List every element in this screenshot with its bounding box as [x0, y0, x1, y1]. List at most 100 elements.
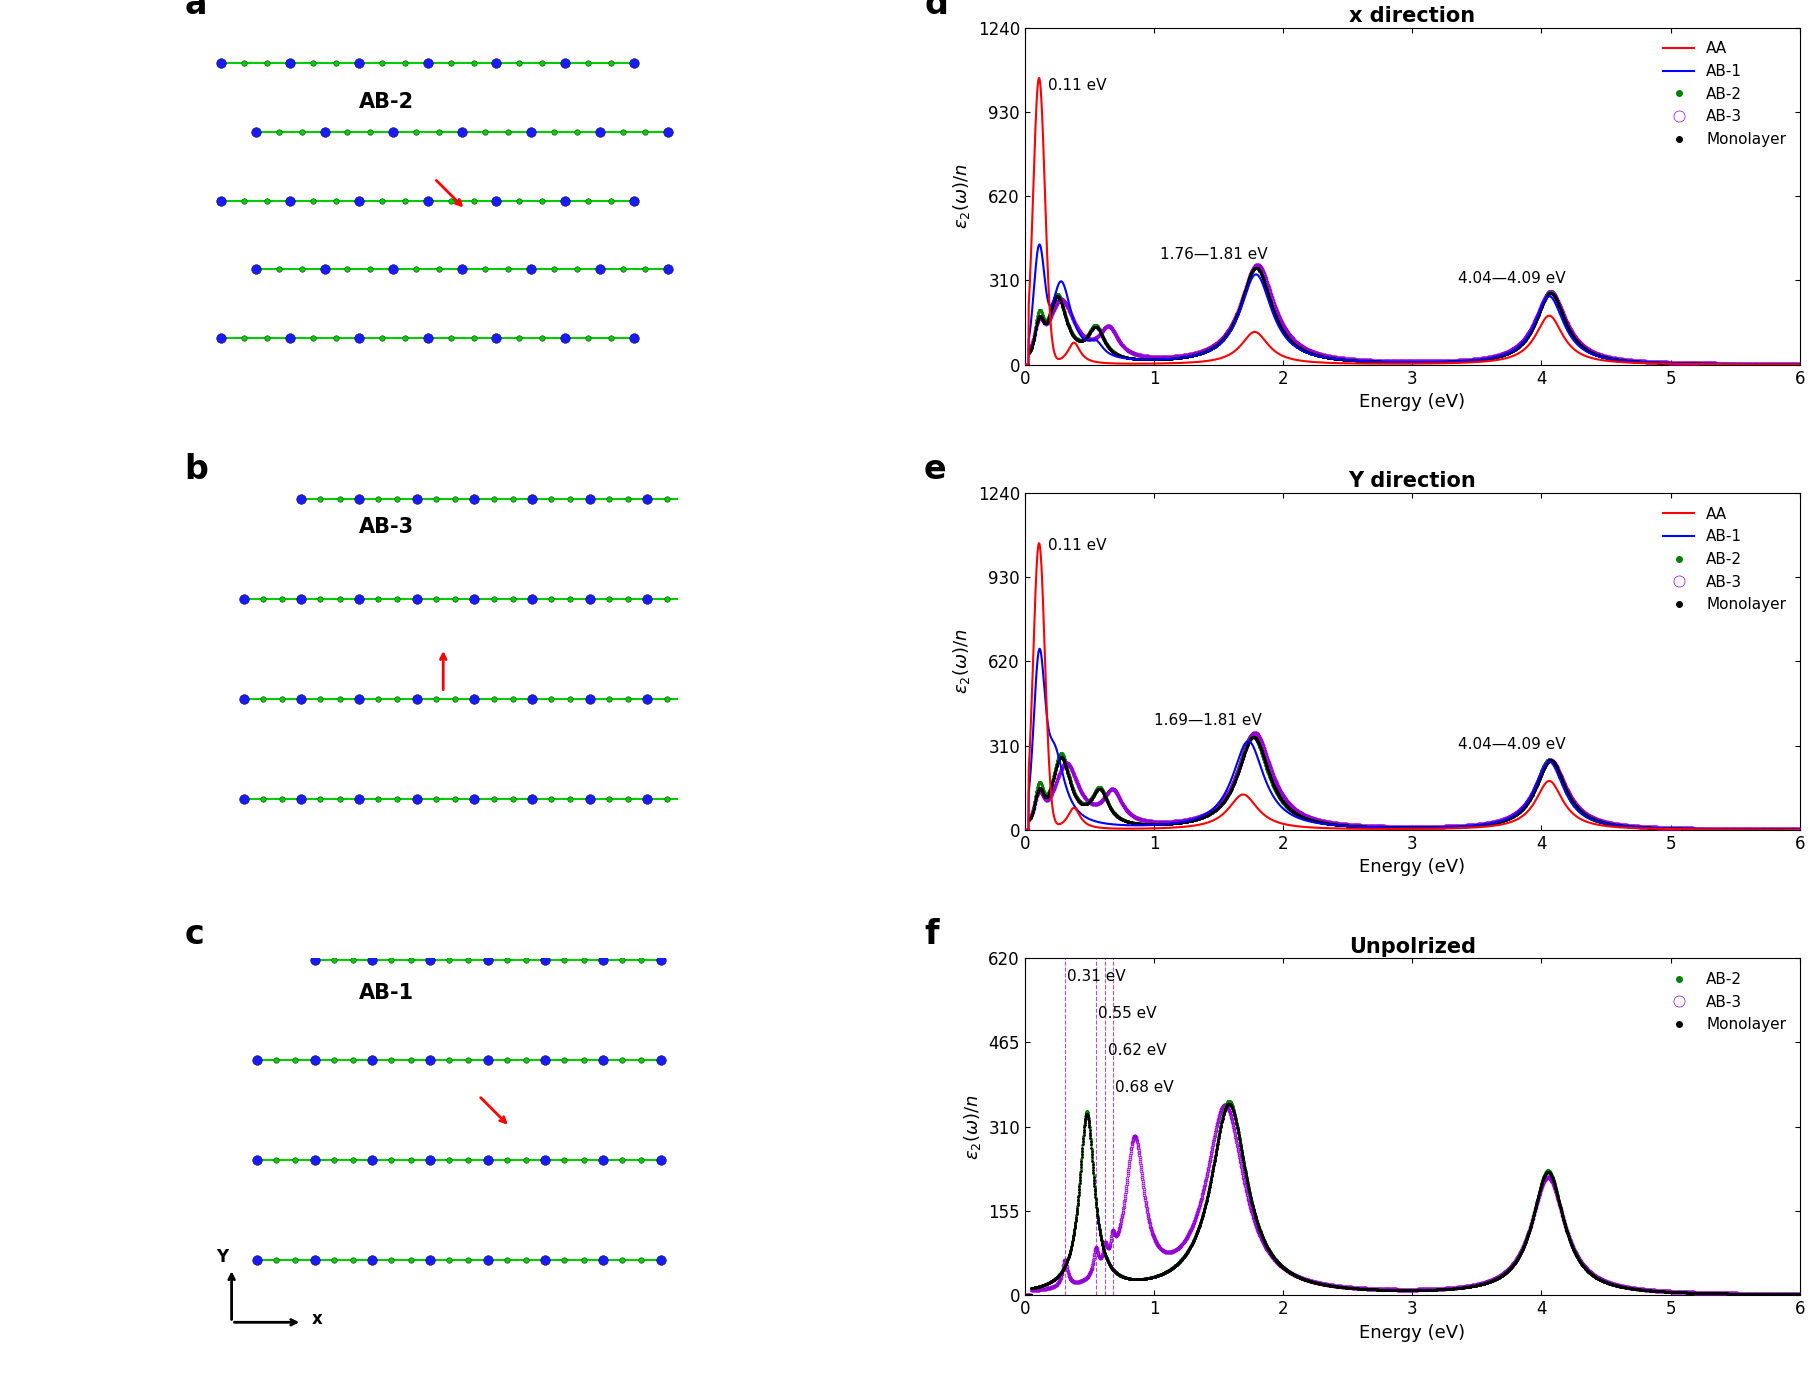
AA — [1029, 535, 1051, 551]
AB-2 — [1102, 343, 1124, 360]
Monolayer — [1789, 821, 1811, 838]
AB-3 — [1214, 1097, 1236, 1113]
AB-1 — [1691, 821, 1713, 838]
AB-2 — [1218, 1093, 1240, 1109]
Monolayer — [1345, 1280, 1367, 1297]
AB-3 — [1149, 813, 1171, 830]
AB-2 — [1345, 817, 1367, 834]
AB-2 — [1311, 349, 1333, 365]
AB-3 — [1102, 781, 1124, 798]
Monolayer — [1149, 351, 1171, 368]
Monolayer — [1149, 1266, 1171, 1283]
Line: AB-1: AB-1 — [1025, 244, 1800, 365]
AB-3 — [1149, 349, 1171, 365]
AB-2 — [1691, 356, 1713, 372]
AB-3 — [1789, 1286, 1811, 1302]
Text: AB-3: AB-3 — [358, 517, 415, 537]
Monolayer — [1218, 1096, 1240, 1112]
AA — [1311, 820, 1333, 836]
AA — [1345, 820, 1367, 836]
AB-2 — [1774, 1286, 1796, 1302]
Text: 0.31 eV: 0.31 eV — [1067, 969, 1125, 984]
AB-1 — [1014, 821, 1036, 838]
AB-2 — [1149, 1266, 1171, 1283]
Line: AB-3: AB-3 — [1024, 732, 1802, 831]
AB-3 — [1345, 817, 1367, 834]
Line: Monolayer: Monolayer — [1024, 736, 1802, 831]
AB-3 — [1774, 356, 1796, 372]
AB-2 — [1311, 814, 1333, 831]
AB-1 — [1774, 356, 1796, 372]
AB-2 — [1149, 816, 1171, 832]
AB-3 — [1789, 821, 1811, 838]
AA — [1102, 356, 1124, 372]
X-axis label: Energy (eV): Energy (eV) — [1360, 1324, 1465, 1342]
Text: 0.11 eV: 0.11 eV — [1049, 79, 1107, 94]
Monolayer — [1774, 1286, 1796, 1302]
Text: AB-2: AB-2 — [358, 92, 415, 113]
Monolayer — [1691, 820, 1713, 836]
Line: AB-2: AB-2 — [1024, 734, 1802, 831]
AB-2 — [1311, 1276, 1333, 1293]
AB-1 — [1149, 816, 1171, 832]
AB-2 — [1245, 258, 1267, 274]
Text: a: a — [185, 0, 207, 21]
AB-2 — [1102, 1261, 1124, 1277]
AB-2 — [1242, 728, 1264, 744]
AA — [1149, 356, 1171, 372]
Legend: AA, AB-1, AB-2, AB-3, Monolayer: AA, AB-1, AB-2, AB-3, Monolayer — [1658, 500, 1793, 619]
Monolayer — [1345, 817, 1367, 834]
AB-3 — [1691, 1284, 1713, 1301]
Monolayer — [1102, 343, 1124, 360]
Monolayer — [1311, 349, 1333, 365]
Text: AB-1: AB-1 — [358, 983, 415, 1003]
Text: 4.04—4.09 eV: 4.04—4.09 eV — [1458, 271, 1565, 287]
Text: 1.76—1.81 eV: 1.76—1.81 eV — [1160, 247, 1269, 262]
Line: AB-2: AB-2 — [1024, 1100, 1802, 1297]
Monolayer — [1014, 357, 1036, 373]
Monolayer — [1102, 1262, 1124, 1279]
AB-1 — [1789, 821, 1811, 838]
AB-3 — [1311, 346, 1333, 362]
AB-1 — [1311, 816, 1333, 832]
Legend: AA, AB-1, AB-2, AB-3, Monolayer: AA, AB-1, AB-2, AB-3, Monolayer — [1658, 36, 1793, 153]
X-axis label: Energy (eV): Energy (eV) — [1360, 393, 1465, 411]
Monolayer — [1774, 356, 1796, 372]
AB-3 — [1244, 725, 1265, 741]
AB-2 — [1774, 821, 1796, 838]
AB-2 — [1014, 1287, 1036, 1304]
AB-3 — [1311, 813, 1333, 830]
Text: x: x — [311, 1310, 322, 1328]
Monolayer — [1311, 814, 1333, 831]
Line: AB-2: AB-2 — [1024, 265, 1802, 367]
AA — [1691, 356, 1713, 372]
Monolayer — [1244, 729, 1265, 745]
AB-2 — [1102, 803, 1124, 820]
AB-2 — [1789, 356, 1811, 372]
Title: x direction: x direction — [1349, 6, 1476, 26]
AB-2 — [1014, 821, 1036, 838]
Monolayer — [1691, 356, 1713, 372]
Y-axis label: $\varepsilon_2(\omega)/n$: $\varepsilon_2(\omega)/n$ — [962, 1094, 984, 1159]
Monolayer — [1311, 1276, 1333, 1293]
AB-2 — [1014, 357, 1036, 373]
AB-2 — [1149, 351, 1171, 368]
AB-3 — [1247, 256, 1269, 273]
Text: 4.04—4.09 eV: 4.04—4.09 eV — [1458, 737, 1565, 752]
AA — [1691, 821, 1713, 838]
Title: Y direction: Y direction — [1349, 471, 1476, 492]
AB-2 — [1789, 821, 1811, 838]
AB-2 — [1789, 1286, 1811, 1302]
AA — [1774, 821, 1796, 838]
Monolayer — [1014, 1287, 1036, 1304]
Text: Y: Y — [216, 1247, 229, 1265]
AB-1 — [1774, 821, 1796, 838]
AB-1 — [1102, 816, 1124, 832]
AA — [1149, 820, 1171, 836]
AB-2 — [1691, 1284, 1713, 1301]
Text: 0.68 eV: 0.68 eV — [1114, 1080, 1174, 1096]
AB-1 — [1789, 356, 1811, 372]
Line: Monolayer: Monolayer — [1024, 1102, 1802, 1297]
AB-3 — [1102, 322, 1124, 339]
AB-1 — [1029, 641, 1051, 657]
